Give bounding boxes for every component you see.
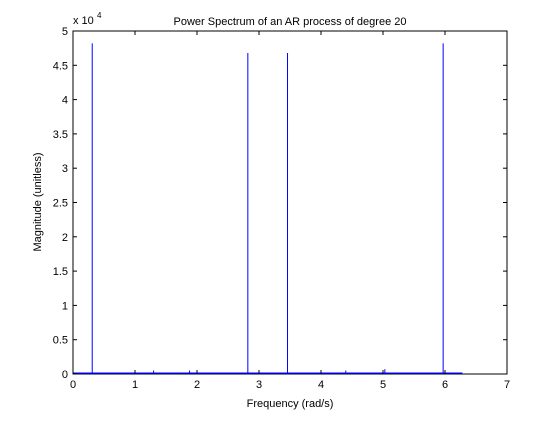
x-tick-label-0: 0 [70,379,76,391]
x-tick-label-5: 5 [380,379,386,391]
x-tick-label-6: 6 [442,379,448,391]
y-tick-label-6: 3 [62,163,68,175]
x-axis-label: Frequency (rad/s) [247,398,334,410]
x-tick-label-1: 1 [132,379,138,391]
y-axis-label: Magnitude (unitless) [32,152,44,251]
y-tick-label-0: 0 [62,369,68,381]
x-tick-label-4: 4 [318,379,324,391]
x-tick-label-2: 2 [194,379,200,391]
y-exponent-base: x 10 [73,15,94,27]
y-tick-label-1: 0.5 [53,335,68,347]
tick-layer: 0 1 2 3 4 5 6 7 0 0.5 1 1.5 2 2.5 3 3.5 4 4.5 5 [53,26,510,391]
x-tick-label-3: 3 [256,379,262,391]
y-exponent-power: 4 [97,11,102,20]
series-layer [73,43,463,374]
y-tick-label-2: 1 [62,300,68,312]
y-tick-label-10: 5 [62,26,68,38]
y-tick-label-4: 2 [62,232,68,244]
chart-title: Power Spectrum of an AR process of degre… [174,16,407,28]
y-tick-label-8: 4 [62,95,68,107]
plot-area [72,30,508,375]
y-tick-label-9: 4.5 [53,60,68,72]
x-tick-label-7: 7 [504,379,510,391]
y-tick-label-7: 3.5 [53,129,68,141]
y-tick-label-3: 1.5 [53,266,68,278]
y-tick-label-5: 2.5 [53,198,68,210]
